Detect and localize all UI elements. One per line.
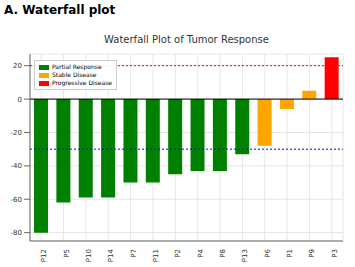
svg-text:P8: P8 xyxy=(219,249,227,258)
svg-text:P11: P11 xyxy=(152,249,160,262)
svg-text:-60: -60 xyxy=(11,196,22,204)
svg-text:-80: -80 xyxy=(11,229,22,237)
svg-text:P14: P14 xyxy=(107,248,115,262)
svg-text:P13: P13 xyxy=(241,249,249,262)
svg-text:P12: P12 xyxy=(40,249,48,262)
svg-text:-20: -20 xyxy=(11,129,22,137)
svg-text:P9: P9 xyxy=(308,249,316,258)
svg-text:-40: -40 xyxy=(11,162,22,170)
html-text:A. Waterfall plot: A. Waterfall plot xyxy=(4,3,116,17)
svg-text:P10: P10 xyxy=(85,249,93,262)
svg-text:P6: P6 xyxy=(264,248,272,257)
html-text:Partial Response: Partial Response xyxy=(52,63,102,70)
html-text:Waterfall Plot of Tumor Respon: Waterfall Plot of Tumor Response xyxy=(104,34,269,45)
svg-text:P7: P7 xyxy=(130,249,138,258)
svg-text:P5: P5 xyxy=(63,249,71,258)
svg-text:0: 0 xyxy=(18,96,22,104)
html-text:Progressive Disease: Progressive Disease xyxy=(52,79,112,86)
svg-text:P4: P4 xyxy=(197,248,205,257)
svg-text:20: 20 xyxy=(13,62,22,70)
svg-text:P2: P2 xyxy=(174,249,182,258)
svg-text:P3: P3 xyxy=(331,249,339,258)
svg-text:P1: P1 xyxy=(286,249,294,258)
html-text:Stable Disease: Stable Disease xyxy=(52,71,97,78)
